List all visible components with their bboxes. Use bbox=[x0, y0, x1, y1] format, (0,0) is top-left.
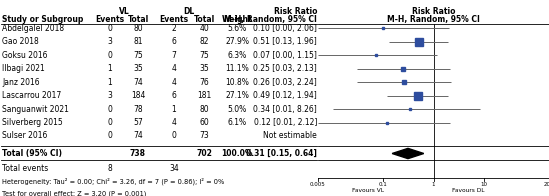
Text: 80: 80 bbox=[199, 104, 209, 113]
Text: 60: 60 bbox=[199, 118, 209, 127]
Text: 8: 8 bbox=[108, 164, 113, 173]
Text: 3: 3 bbox=[108, 37, 113, 46]
Text: Sanguanwit 2021: Sanguanwit 2021 bbox=[2, 104, 69, 113]
Text: 6.3%: 6.3% bbox=[227, 51, 247, 60]
Text: 100.0%: 100.0% bbox=[221, 149, 253, 158]
Text: Favours DL: Favours DL bbox=[452, 189, 485, 193]
Text: 10.8%: 10.8% bbox=[225, 77, 249, 86]
Text: 1: 1 bbox=[172, 104, 176, 113]
Text: 35: 35 bbox=[199, 64, 209, 73]
Text: 0.31 [0.15, 0.64]: 0.31 [0.15, 0.64] bbox=[246, 149, 317, 158]
Text: Risk Ratio: Risk Ratio bbox=[273, 6, 317, 15]
Text: 74: 74 bbox=[133, 77, 143, 86]
Text: 0: 0 bbox=[108, 118, 113, 127]
Text: 1: 1 bbox=[108, 77, 113, 86]
Text: 181: 181 bbox=[197, 91, 211, 100]
Text: Weight: Weight bbox=[222, 15, 253, 24]
Text: Janz 2016: Janz 2016 bbox=[2, 77, 40, 86]
Text: Total: Total bbox=[127, 15, 149, 24]
Text: 81: 81 bbox=[133, 37, 143, 46]
Text: 75: 75 bbox=[199, 51, 209, 60]
Text: 4: 4 bbox=[171, 118, 176, 127]
Text: 6.1%: 6.1% bbox=[227, 118, 247, 127]
Text: Events: Events bbox=[159, 15, 188, 24]
Text: 40: 40 bbox=[199, 24, 209, 33]
Polygon shape bbox=[392, 148, 424, 159]
Text: Ilbagi 2021: Ilbagi 2021 bbox=[2, 64, 45, 73]
Text: 4: 4 bbox=[171, 64, 176, 73]
Text: VL: VL bbox=[119, 6, 130, 15]
Text: 0: 0 bbox=[108, 104, 113, 113]
Text: 78: 78 bbox=[133, 104, 143, 113]
Text: 11.1%: 11.1% bbox=[225, 64, 249, 73]
Text: Goksu 2016: Goksu 2016 bbox=[2, 51, 48, 60]
Text: M-H, Random, 95% CI: M-H, Random, 95% CI bbox=[224, 15, 317, 24]
Text: 0.10 [0.00, 2.06]: 0.10 [0.00, 2.06] bbox=[253, 24, 317, 33]
Text: Not estimable: Not estimable bbox=[264, 132, 317, 141]
Text: DL: DL bbox=[183, 6, 195, 15]
Text: 0.07 [0.00, 1.15]: 0.07 [0.00, 1.15] bbox=[253, 51, 317, 60]
Text: 0: 0 bbox=[108, 132, 113, 141]
Text: 1: 1 bbox=[432, 181, 435, 187]
Text: 2: 2 bbox=[172, 24, 176, 33]
Text: Silverberg 2015: Silverberg 2015 bbox=[2, 118, 63, 127]
Text: 73: 73 bbox=[199, 132, 209, 141]
Text: 27.1%: 27.1% bbox=[225, 91, 249, 100]
Text: 702: 702 bbox=[196, 149, 212, 158]
Text: 0: 0 bbox=[108, 24, 113, 33]
Text: Events: Events bbox=[96, 15, 125, 24]
Text: 0.49 [0.12, 1.94]: 0.49 [0.12, 1.94] bbox=[253, 91, 317, 100]
Text: 6: 6 bbox=[171, 37, 176, 46]
Text: 0: 0 bbox=[171, 132, 176, 141]
Text: Heterogeneity: Tau² = 0.00; Chi² = 3.26, df = 7 (P = 0.86); I² = 0%: Heterogeneity: Tau² = 0.00; Chi² = 3.26,… bbox=[2, 177, 224, 185]
Text: 34: 34 bbox=[169, 164, 179, 173]
Text: 0.12 [0.01, 2.12]: 0.12 [0.01, 2.12] bbox=[254, 118, 317, 127]
Text: 0: 0 bbox=[108, 51, 113, 60]
Text: 6: 6 bbox=[171, 91, 176, 100]
Text: 3: 3 bbox=[108, 91, 113, 100]
Text: Total events: Total events bbox=[2, 164, 48, 173]
Text: 10: 10 bbox=[480, 181, 487, 187]
Text: Abdelgalel 2018: Abdelgalel 2018 bbox=[2, 24, 64, 33]
Text: 0.26 [0.03, 2.24]: 0.26 [0.03, 2.24] bbox=[253, 77, 317, 86]
Text: 200: 200 bbox=[544, 181, 549, 187]
Text: 0.51 [0.13, 1.96]: 0.51 [0.13, 1.96] bbox=[253, 37, 317, 46]
Text: 5.0%: 5.0% bbox=[227, 104, 247, 113]
Text: Study or Subgroup: Study or Subgroup bbox=[2, 15, 83, 24]
Text: M-H, Random, 95% CI: M-H, Random, 95% CI bbox=[387, 15, 480, 24]
Text: 0.1: 0.1 bbox=[379, 181, 388, 187]
Text: 76: 76 bbox=[199, 77, 209, 86]
Text: 0.34 [0.01, 8.26]: 0.34 [0.01, 8.26] bbox=[253, 104, 317, 113]
Text: 5.6%: 5.6% bbox=[227, 24, 247, 33]
Text: Total: Total bbox=[193, 15, 215, 24]
Text: 80: 80 bbox=[133, 24, 143, 33]
Text: Risk Ratio: Risk Ratio bbox=[412, 6, 455, 15]
Text: Gao 2018: Gao 2018 bbox=[2, 37, 39, 46]
Text: 74: 74 bbox=[133, 132, 143, 141]
Text: 27.9%: 27.9% bbox=[225, 37, 249, 46]
Text: 57: 57 bbox=[133, 118, 143, 127]
Text: 184: 184 bbox=[131, 91, 145, 100]
Text: Favours VL: Favours VL bbox=[352, 189, 384, 193]
Text: 0.25 [0.03, 2.13]: 0.25 [0.03, 2.13] bbox=[253, 64, 317, 73]
Text: Sulser 2016: Sulser 2016 bbox=[2, 132, 47, 141]
Text: 1: 1 bbox=[108, 64, 113, 73]
Text: 0.005: 0.005 bbox=[310, 181, 326, 187]
Text: Lascarrou 2017: Lascarrou 2017 bbox=[2, 91, 61, 100]
Text: 35: 35 bbox=[133, 64, 143, 73]
Text: Test for overall effect: Z = 3.20 (P = 0.001): Test for overall effect: Z = 3.20 (P = 0… bbox=[2, 190, 147, 196]
Text: 75: 75 bbox=[133, 51, 143, 60]
Text: 82: 82 bbox=[199, 37, 209, 46]
Text: 738: 738 bbox=[130, 149, 146, 158]
Text: 4: 4 bbox=[171, 77, 176, 86]
Text: Total (95% CI): Total (95% CI) bbox=[2, 149, 62, 158]
Text: 7: 7 bbox=[171, 51, 176, 60]
